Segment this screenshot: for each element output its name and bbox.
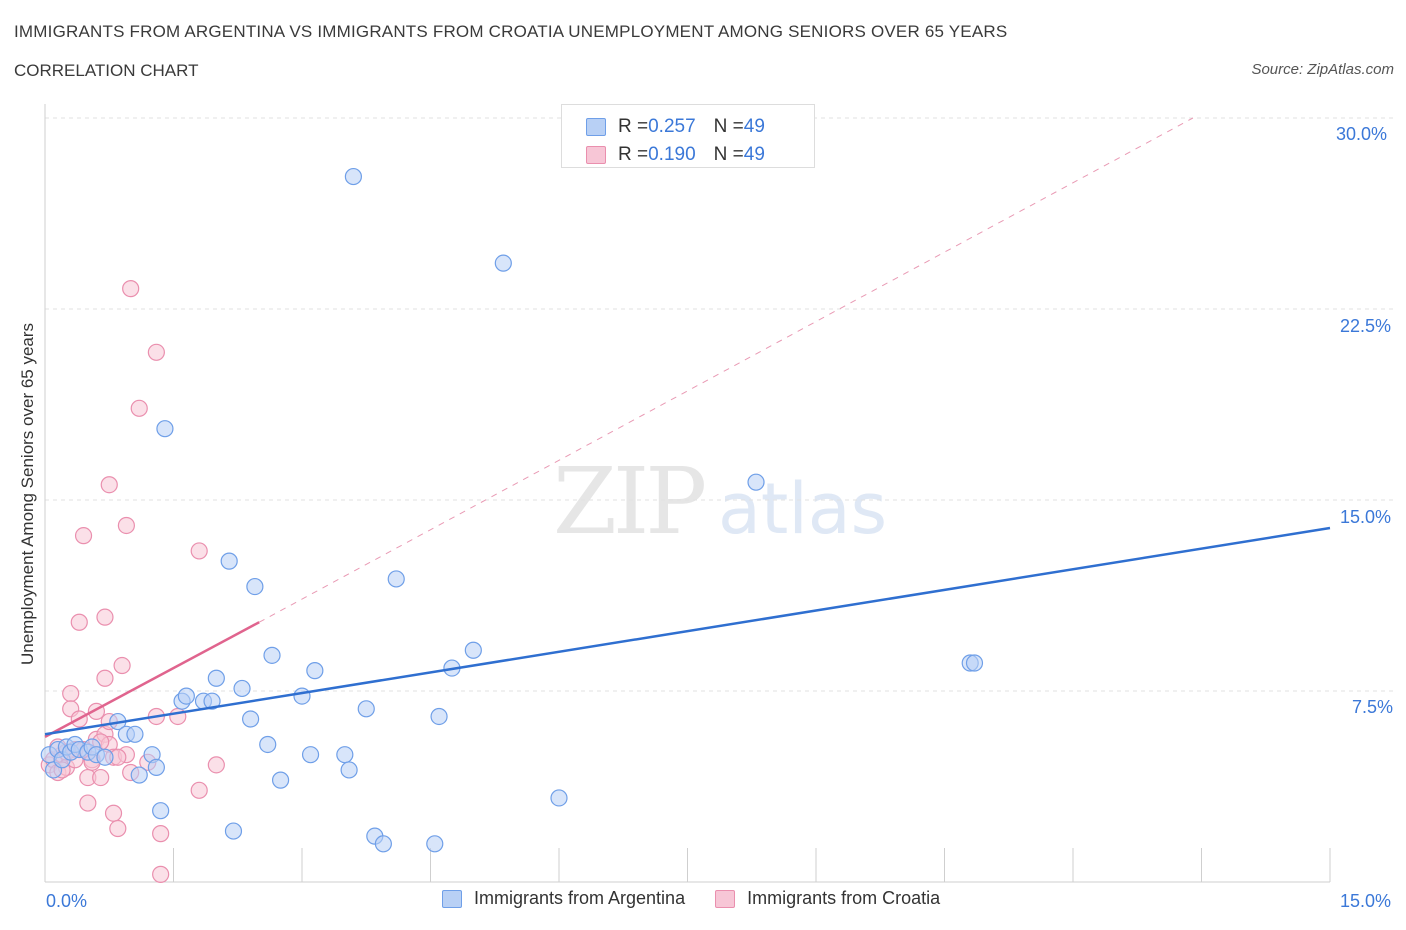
- n-label: N =: [713, 144, 744, 165]
- argentina-point: [387, 570, 405, 588]
- argentina-point: [340, 761, 358, 779]
- argentina-point: [242, 710, 260, 728]
- argentina-swatch: [586, 118, 606, 136]
- argentina-point: [220, 552, 238, 570]
- croatia-point: [152, 865, 170, 883]
- croatia-point: [190, 542, 208, 560]
- argentina-point: [374, 835, 392, 853]
- argentina-point: [271, 771, 290, 789]
- y-tick-label-15: 15.0%: [1340, 507, 1392, 527]
- croatia-point: [96, 608, 114, 626]
- x-tick-label-min: 0.0%: [46, 891, 88, 911]
- r-label: R =: [618, 116, 649, 137]
- argentina-point: [430, 707, 448, 726]
- croatia-swatch: [715, 889, 736, 908]
- argentina-point: [747, 473, 765, 491]
- y-tick-label-22.5: 22.5%: [1340, 316, 1392, 336]
- argentina-point: [130, 766, 148, 784]
- legend-item-argentina[interactable]: Immigrants from Argentina: [442, 888, 685, 909]
- croatia-point: [104, 804, 123, 822]
- argentina-point: [233, 679, 251, 698]
- n-label: N =: [713, 116, 744, 137]
- croatia-point: [79, 794, 97, 812]
- croatia-point: [92, 768, 110, 787]
- n-value: 49: [743, 116, 765, 137]
- croatia-point: [109, 819, 127, 838]
- argentina-point: [357, 700, 375, 718]
- argentina-point: [344, 167, 362, 186]
- argentina-point: [550, 789, 568, 807]
- croatia-point: [147, 343, 165, 361]
- croatia-point: [70, 613, 88, 631]
- argentina-point: [259, 735, 277, 754]
- y-tick-label-30: 30.0%: [1336, 124, 1388, 144]
- x-tick-label-max: 15.0%: [1340, 891, 1392, 911]
- argentina-point: [96, 748, 114, 766]
- croatia-trend-extension: [258, 117, 1194, 623]
- series-legend: Immigrants from Argentina Immigrants fro…: [442, 888, 970, 909]
- y-axis-title: Unemployment Among Seniors over 65 years: [18, 322, 37, 666]
- croatia-point: [122, 280, 140, 298]
- croatia-point: [74, 527, 93, 545]
- legend-row-argentina: R = 0.257 N = 49: [586, 115, 765, 139]
- argentina-point: [263, 646, 281, 664]
- croatia-swatch: [586, 146, 606, 164]
- croatia-trend-line: [44, 621, 260, 738]
- argentina-point: [246, 577, 264, 596]
- argentina-point: [301, 746, 320, 764]
- legend-item-croatia[interactable]: Immigrants from Croatia: [715, 888, 940, 909]
- argentina-point: [306, 662, 324, 680]
- croatia-point: [207, 756, 225, 774]
- r-value: 0.257: [648, 116, 696, 137]
- watermark-zip: ZIP: [553, 448, 707, 555]
- source-label: Source: ZipAtlas.com: [1251, 61, 1394, 78]
- chart-subtitle: CORRELATION CHART: [14, 61, 199, 80]
- argentina-point: [426, 835, 444, 853]
- argentina-point: [464, 641, 482, 659]
- r-label: R =: [618, 144, 649, 165]
- chart-title: IMMIGRANTS FROM ARGENTINA VS IMMIGRANTS …: [14, 22, 1008, 41]
- n-value: 49: [743, 144, 765, 165]
- argentina-point: [152, 802, 170, 820]
- argentina-swatch: [442, 889, 462, 908]
- argentina-point: [156, 420, 174, 438]
- argentina-point: [336, 746, 354, 764]
- croatia-point: [62, 684, 80, 703]
- argentina-point: [965, 654, 984, 672]
- argentina-point: [207, 669, 225, 687]
- croatia-point: [190, 781, 208, 799]
- legend-label-croatia: Immigrants from Croatia: [747, 888, 941, 908]
- correlation-legend: R = 0.257 N = 49 R = 0.190 N = 49: [561, 104, 815, 168]
- argentina-point: [224, 822, 243, 840]
- croatia-point: [100, 476, 118, 494]
- watermark-atlas: atlas: [718, 468, 888, 550]
- croatia-point: [152, 825, 170, 843]
- argentina-point: [126, 725, 144, 743]
- legend-row-croatia: R = 0.190 N = 49: [586, 143, 765, 167]
- argentina-point: [293, 687, 311, 705]
- argentina-point: [494, 254, 512, 272]
- croatia-point: [117, 516, 135, 535]
- argentina-point: [203, 692, 221, 710]
- y-tick-label-7.5: 7.5%: [1352, 697, 1394, 717]
- r-value: 0.190: [648, 144, 696, 165]
- argentina-trend-line: [44, 526, 1331, 736]
- croatia-point: [96, 669, 114, 687]
- legend-label-argentina: Immigrants from Argentina: [474, 888, 686, 908]
- croatia-point: [113, 656, 131, 675]
- croatia-point: [130, 399, 148, 417]
- argentina-point: [177, 687, 195, 705]
- argentina-point: [147, 758, 165, 777]
